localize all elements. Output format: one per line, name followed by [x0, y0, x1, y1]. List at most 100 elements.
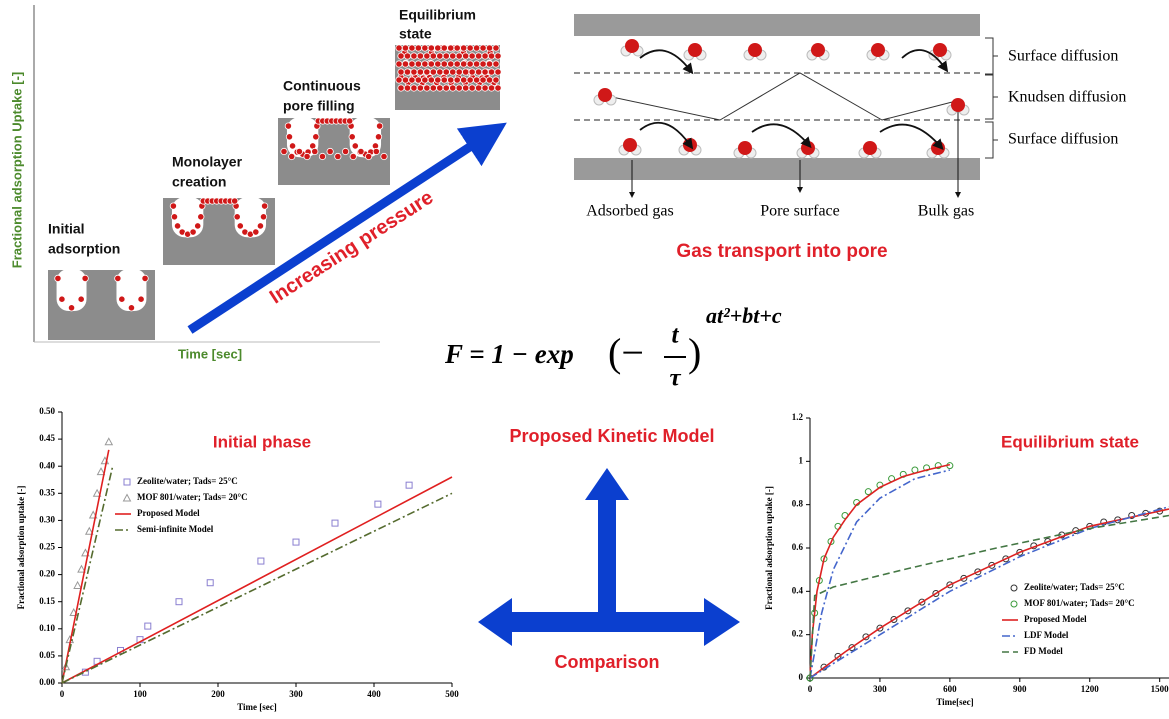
molecule: [411, 53, 417, 59]
marker: [145, 623, 151, 629]
y-tick-label: 0.05: [39, 650, 55, 660]
molecule: [475, 85, 481, 91]
series-line: [62, 450, 452, 683]
stage-label: adsorption: [48, 241, 120, 257]
molecule: [486, 45, 492, 51]
molecule: [441, 61, 447, 67]
molecule: [443, 85, 449, 91]
molecule: [411, 85, 417, 91]
molecule: [493, 61, 499, 67]
water-o: [871, 43, 885, 57]
molecule: [398, 69, 404, 75]
molecule: [171, 214, 177, 220]
equation-lhs: F = 1 − exp: [444, 339, 574, 369]
legend-marker: [1011, 585, 1017, 591]
water-o: [933, 43, 947, 57]
molecule: [415, 45, 421, 51]
y-label: Fractional adsorption Uptake [-]: [9, 72, 24, 268]
molecule: [398, 53, 404, 59]
molecule: [78, 296, 84, 302]
molecule: [495, 85, 501, 91]
legend-marker: [124, 495, 131, 502]
molecule: [376, 123, 382, 129]
marker: [176, 599, 182, 605]
equation-exponent: at²+bt+c: [706, 303, 782, 328]
layer-label: Surface diffusion: [1008, 48, 1118, 65]
chart: 0.000.050.100.150.200.250.300.350.400.45…: [16, 406, 459, 712]
molecule: [437, 85, 443, 91]
y-tick-label: 0.00: [39, 677, 55, 687]
molecule: [450, 53, 456, 59]
molecule: [475, 53, 481, 59]
molecule: [174, 223, 180, 229]
molecule: [231, 198, 237, 204]
y-tick-label: 0.8: [792, 499, 804, 509]
molecule: [289, 143, 295, 149]
chart-title: Initial phase: [213, 432, 311, 451]
molecule: [488, 69, 494, 75]
molecule: [456, 69, 462, 75]
molecule: [281, 148, 287, 154]
y-axis-label: Fractional adsorption uptake [-]: [16, 486, 26, 610]
water-o: [623, 138, 637, 152]
molecule: [128, 305, 134, 311]
molecule: [462, 69, 468, 75]
water-o: [598, 88, 612, 102]
molecule: [119, 296, 125, 302]
y-tick-label: 0.25: [39, 542, 55, 552]
layer-label: Knudsen diffusion: [1008, 89, 1126, 106]
molecule: [138, 296, 144, 302]
molecule: [342, 148, 348, 154]
y-tick-label: 1.2: [792, 412, 804, 422]
molecule: [456, 85, 462, 91]
equation-numerator: t: [672, 322, 680, 349]
molecule: [486, 77, 492, 83]
legend-label: Zeolite/water; Tads= 25°C: [1024, 582, 1125, 592]
molecule: [257, 223, 263, 229]
stage-label: Equilibrium: [399, 7, 476, 23]
hop-arrow: [640, 123, 690, 145]
marker: [375, 501, 381, 507]
series-line: [62, 466, 452, 683]
marker: [293, 539, 299, 545]
legend-marker: [124, 479, 130, 485]
molecule: [422, 77, 428, 83]
molecule: [352, 143, 358, 149]
molecule: [327, 148, 333, 154]
equation: F = 1 − exp (− t τ ) at²+bt+c: [444, 303, 782, 392]
molecule: [170, 203, 176, 209]
arrow-label: Increasing pressure: [266, 186, 437, 308]
molecule: [404, 85, 410, 91]
series-line: [810, 516, 1169, 679]
marker: [207, 580, 213, 586]
x-axis-label: Time [sec]: [237, 702, 277, 712]
molecule: [480, 45, 486, 51]
molecule: [190, 229, 196, 235]
hop-arrow: [640, 50, 690, 70]
molecule: [285, 123, 291, 129]
y-tick-label: 0.35: [39, 487, 55, 497]
molecule: [482, 53, 488, 59]
molecule: [448, 45, 454, 51]
molecule: [417, 53, 423, 59]
water-o: [625, 39, 639, 53]
marker: [332, 520, 338, 526]
stage-label: Initial: [48, 221, 85, 237]
molecule: [396, 45, 402, 51]
x-tick-label: 300: [873, 684, 887, 694]
water-o: [951, 98, 965, 112]
molecule: [409, 61, 415, 67]
molecule: [411, 69, 417, 75]
legend-label: Proposed Model: [1024, 614, 1087, 624]
page: Fractional adsorption Uptake [-] Time [s…: [0, 0, 1169, 719]
molecule: [296, 148, 302, 154]
molecule: [237, 223, 243, 229]
molecule: [346, 118, 352, 124]
molecule: [430, 69, 436, 75]
y-tick-label: 0: [799, 672, 804, 682]
molecule: [396, 61, 402, 67]
molecule: [473, 61, 479, 67]
legend-marker: [1011, 601, 1017, 607]
y-tick-label: 0.2: [792, 629, 804, 639]
molecule: [234, 214, 240, 220]
